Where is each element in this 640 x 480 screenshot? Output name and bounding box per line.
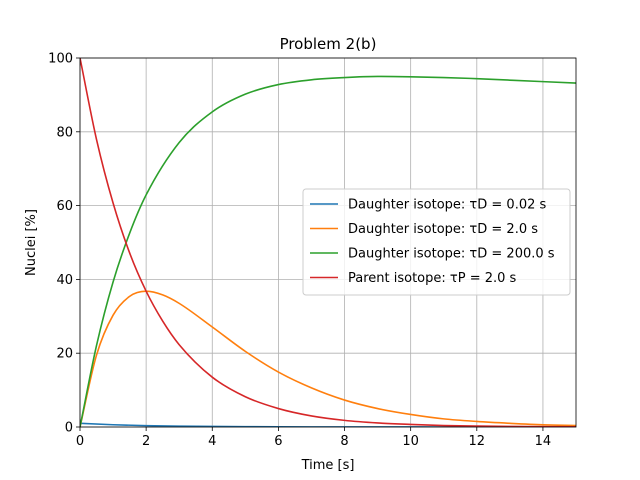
y-axis-label: Nuclei [%] bbox=[24, 209, 39, 276]
legend-box bbox=[302, 188, 571, 296]
x-tick-label: 0 bbox=[76, 434, 84, 449]
axis-ticks: 0 2 4 6 8 10 12 14 0 20 40 60 80 100 bbox=[48, 52, 551, 450]
series-line-4 bbox=[80, 58, 576, 427]
x-tick-label: 2 bbox=[142, 434, 150, 449]
x-tick-label: 10 bbox=[402, 434, 419, 449]
x-tick-label: 12 bbox=[469, 434, 486, 449]
chart-title: Problem 2(b) bbox=[280, 35, 377, 53]
plot-frame bbox=[79, 57, 577, 428]
y-tick-label: 20 bbox=[56, 347, 73, 362]
x-tick-label: 4 bbox=[208, 434, 216, 449]
legend-label-4: Parent isotope: τP = 2.0 s bbox=[348, 271, 517, 286]
legend: Daughter isotope: τD = 0.02 s Daughter is… bbox=[302, 188, 571, 296]
legend-label-3: Daughter isotope: τD = 200.0 s bbox=[348, 247, 555, 262]
x-tick-label: 14 bbox=[535, 434, 552, 449]
series-line-2 bbox=[80, 290, 576, 427]
y-tick-label: 60 bbox=[56, 199, 73, 214]
y-tick-label: 100 bbox=[48, 52, 73, 67]
x-axis-label: Time [s] bbox=[301, 458, 355, 473]
y-tick-label: 40 bbox=[56, 273, 73, 288]
y-tick-label: 80 bbox=[56, 125, 73, 140]
legend-label-1: Daughter isotope: τD = 0.02 s bbox=[348, 198, 547, 213]
series-line-3 bbox=[80, 75, 576, 427]
legend-label-2: Daughter isotope: τD = 2.0 s bbox=[348, 222, 538, 237]
y-tick-label: 0 bbox=[65, 421, 73, 436]
x-tick-label: 8 bbox=[340, 434, 348, 449]
x-tick-label: 6 bbox=[274, 434, 282, 449]
